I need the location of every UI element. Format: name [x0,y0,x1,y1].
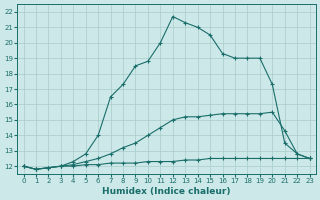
X-axis label: Humidex (Indice chaleur): Humidex (Indice chaleur) [102,187,231,196]
